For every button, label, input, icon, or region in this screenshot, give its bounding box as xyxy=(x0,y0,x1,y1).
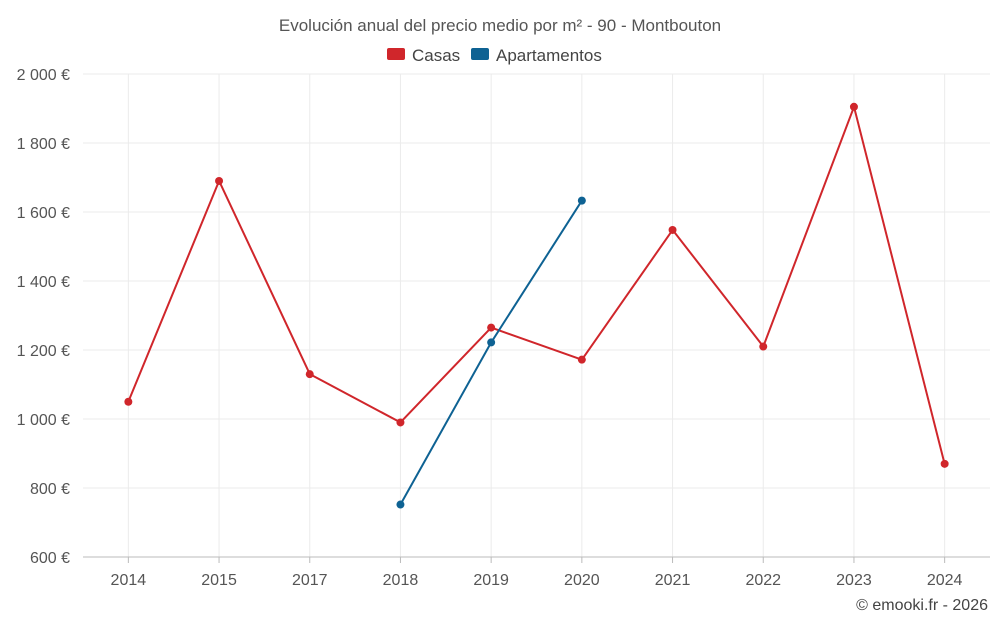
x-axis: 2014 2015 2017 2018 2019 2020 2021 2022 2023 2024 xyxy=(83,556,990,589)
grid xyxy=(83,73,990,558)
data-point-casas[interactable] xyxy=(849,102,858,111)
credit: © emooki.fr - 2026 xyxy=(856,597,988,614)
data-point-casas[interactable] xyxy=(668,225,677,234)
x-tick-label: 2021 xyxy=(655,572,691,589)
data-point-casas[interactable] xyxy=(124,397,133,406)
data-point-casas[interactable] xyxy=(759,342,768,351)
data-point-casas[interactable] xyxy=(305,370,314,379)
data-point-casas[interactable] xyxy=(215,176,224,185)
x-tick-label: 2018 xyxy=(383,572,419,589)
data-point-casas[interactable] xyxy=(396,418,405,427)
data-point-apartamentos[interactable] xyxy=(577,196,586,205)
y-tick-label: 2 000 € xyxy=(17,67,70,84)
y-axis: 600 € 800 € 1 000 € 1 200 € 1 400 € 1 600 € 1 … xyxy=(17,67,70,567)
x-tick-label: 2015 xyxy=(201,572,237,589)
legend-swatch-apartamentos xyxy=(471,48,489,60)
y-tick-label: 800 € xyxy=(30,481,70,498)
x-tick-label: 2019 xyxy=(473,572,509,589)
y-tick-label: 1 400 € xyxy=(17,274,70,291)
y-tick-label: 1 600 € xyxy=(17,205,70,222)
legend: Casas Apartamentos xyxy=(387,46,602,65)
x-tick-label: 2014 xyxy=(111,572,147,589)
data-point-casas[interactable] xyxy=(940,459,949,468)
data-point-casas[interactable] xyxy=(487,323,496,332)
y-tick-label: 600 € xyxy=(30,550,70,567)
y-tick-label: 1 200 € xyxy=(17,343,70,360)
data-point-casas[interactable] xyxy=(577,355,586,364)
x-tick-label: 2024 xyxy=(927,572,963,589)
series-line-casas xyxy=(127,105,946,465)
chart-title: Evolución anual del precio medio por m² … xyxy=(279,16,721,35)
data-point-apartamentos[interactable] xyxy=(396,500,405,509)
legend-swatch-casas xyxy=(387,48,405,60)
x-tick-label: 2020 xyxy=(564,572,600,589)
y-tick-label: 1 800 € xyxy=(17,136,70,153)
series-layer xyxy=(124,102,949,509)
x-tick-label: 2017 xyxy=(292,572,328,589)
y-tick-label: 1 000 € xyxy=(17,412,70,429)
data-point-apartamentos[interactable] xyxy=(487,338,496,347)
legend-label-casas[interactable]: Casas xyxy=(412,46,460,65)
x-tick-label: 2022 xyxy=(745,572,781,589)
x-tick-label: 2023 xyxy=(836,572,872,589)
legend-label-apartamentos[interactable]: Apartamentos xyxy=(496,46,602,65)
